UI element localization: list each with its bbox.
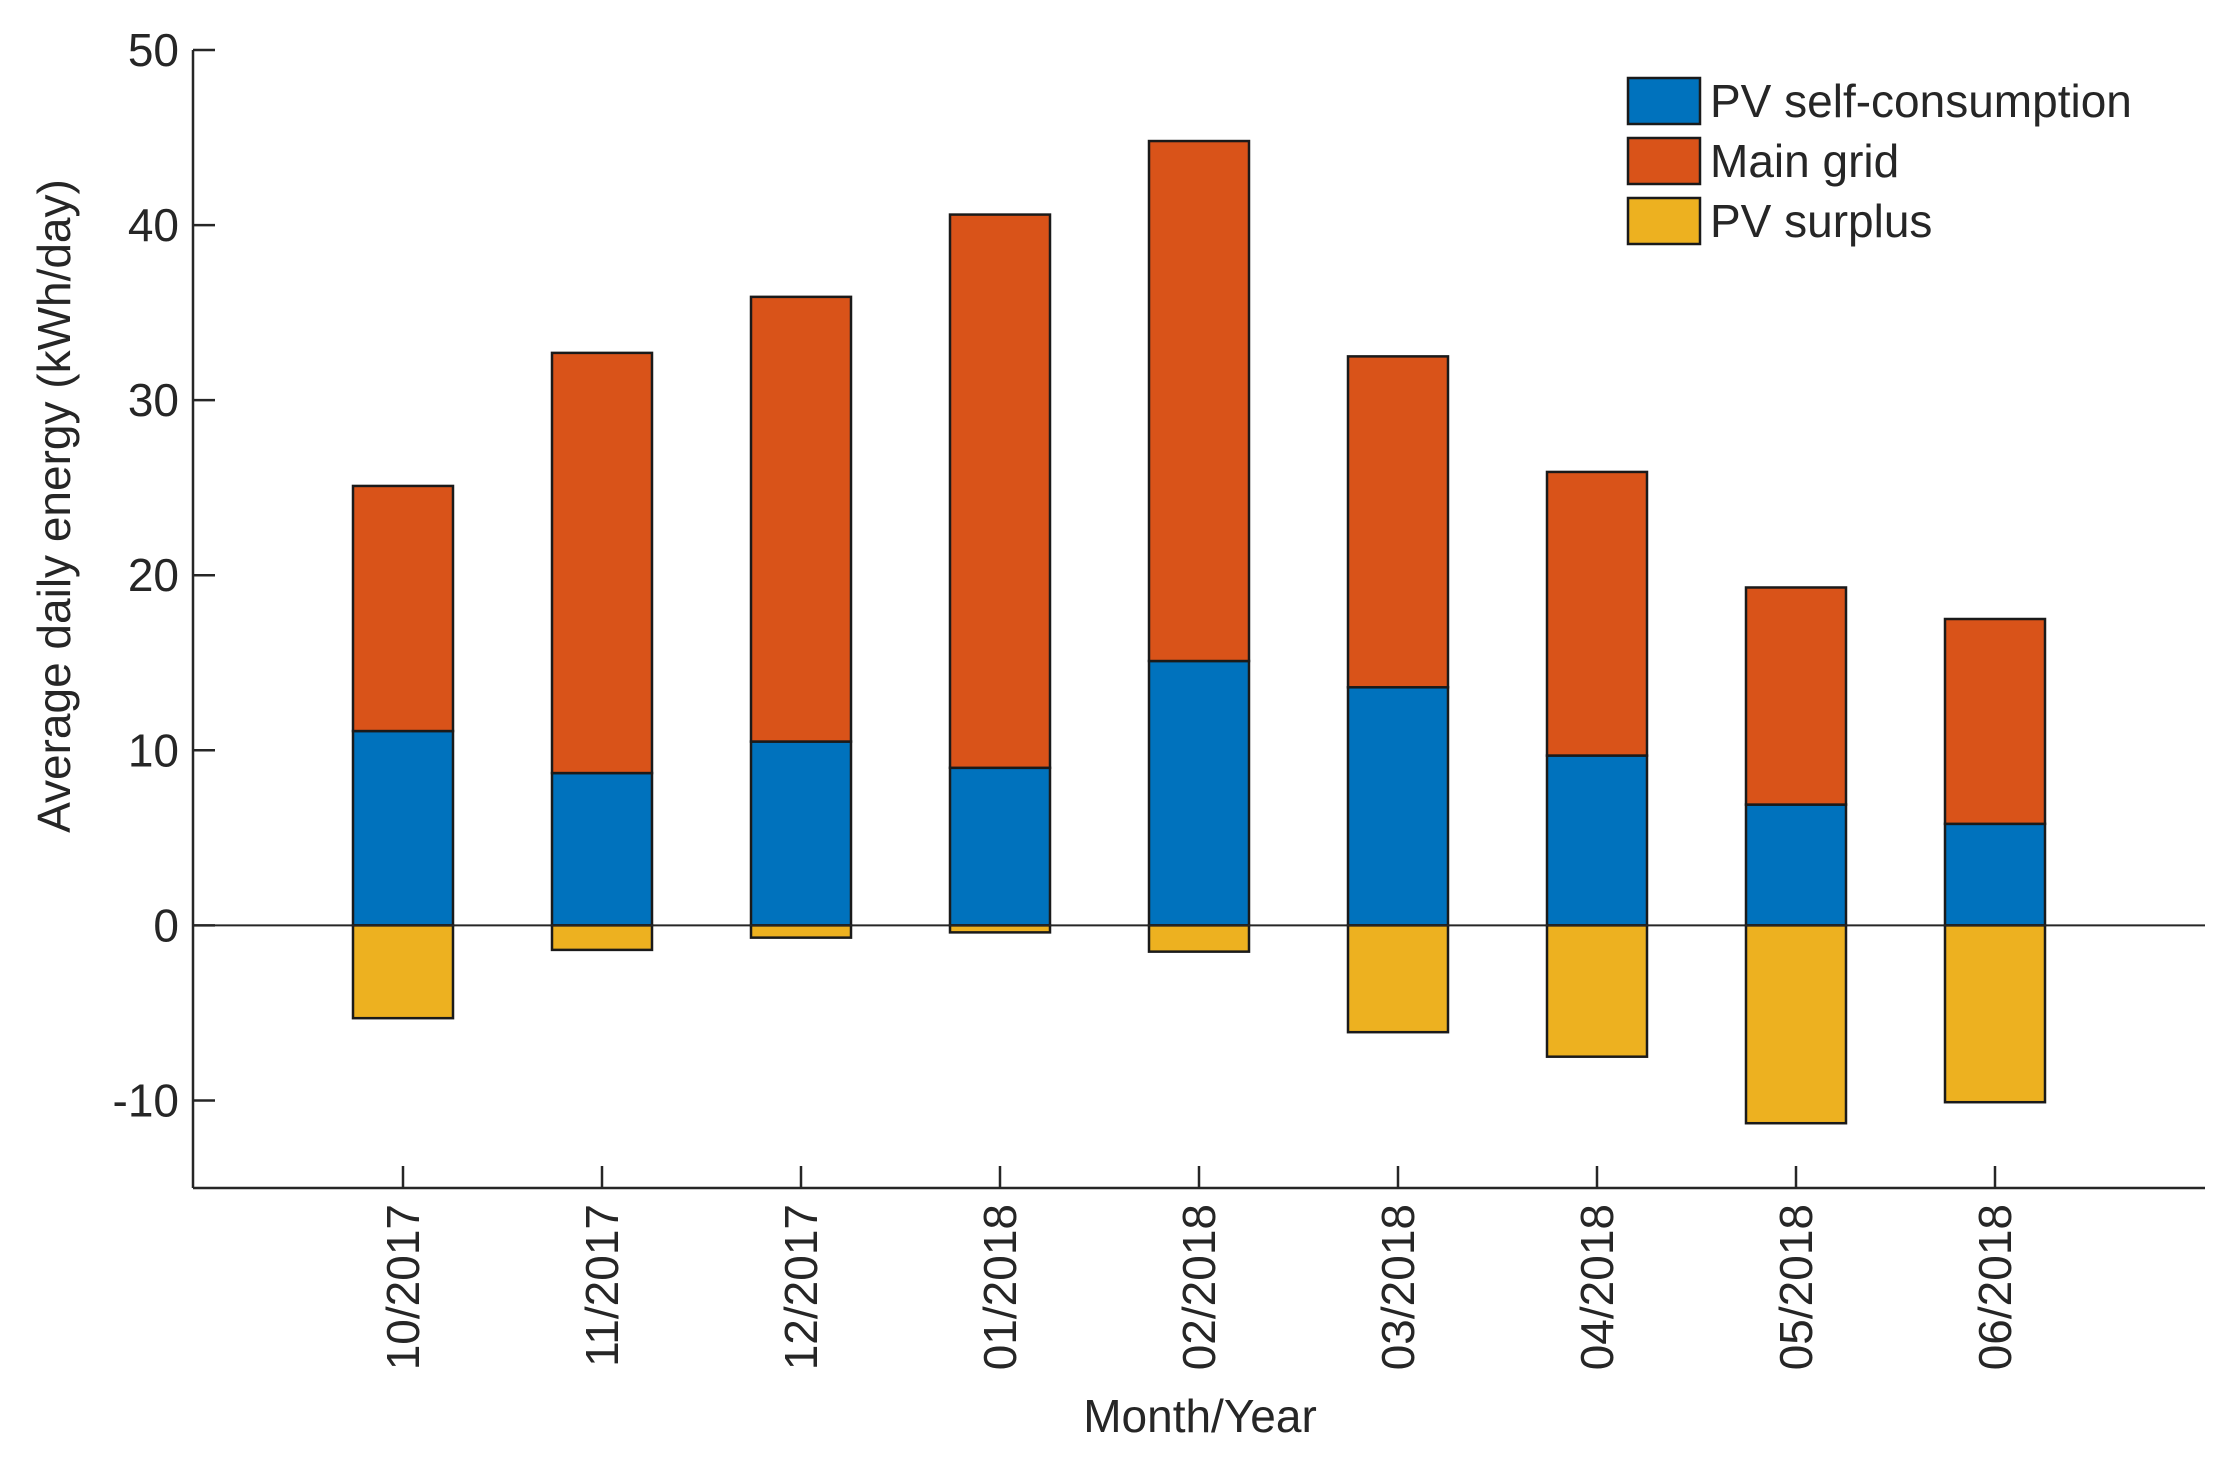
x-tick-label: 01/2018: [974, 1204, 1026, 1370]
bar-pv-surplus-02-2018: [1147, 924, 1251, 953]
bar-pv-surplus-01-2018: [948, 924, 1052, 934]
legend-label-pv-surplus: PV surplus: [1710, 195, 1932, 247]
bar-pv-self-consumption-03-2018: [1346, 686, 1450, 927]
bar-pv-self-consumption-12-2017: [749, 740, 853, 927]
x-tick-label: 05/2018: [1770, 1204, 1822, 1370]
bar-pv-self-consumption-11-2017: [550, 771, 654, 927]
bar-pv-surplus-12-2017: [749, 924, 853, 939]
x-tick-label: 10/2017: [377, 1204, 429, 1370]
y-ticks-group: -10 0 10 20 30 40 50: [113, 24, 215, 1126]
legend-label-pv-self-consumption: PV self-consumption: [1710, 75, 2132, 127]
x-tick-label: 11/2017: [576, 1204, 628, 1367]
y-tick-label: -10: [113, 1074, 179, 1126]
bar-pv-self-consumption-05-2018: [1744, 803, 1848, 927]
bar-pv-surplus-03-2018: [1346, 924, 1450, 1034]
legend: PV self-consumption Main grid PV surplus: [1626, 75, 2132, 247]
x-tick-label: 02/2018: [1173, 1204, 1225, 1370]
bar-pv-self-consumption-04-2018: [1545, 754, 1649, 927]
bar-pv-surplus-04-2018: [1545, 924, 1649, 1058]
y-tick-label: 20: [128, 549, 179, 601]
bar-pv-surplus-11-2017: [550, 924, 654, 952]
bar-main-grid-11-2017: [550, 351, 654, 775]
x-tick-label: 04/2018: [1571, 1204, 1623, 1370]
bar-pv-self-consumption-01-2018: [948, 766, 1052, 927]
bar-main-grid-01-2018: [948, 213, 1052, 770]
legend-swatch-pv-surplus: [1626, 196, 1702, 246]
bar-pv-self-consumption-06-2018: [1943, 822, 2047, 927]
bar-main-grid-06-2018: [1943, 617, 2047, 826]
bar-pv-surplus-10-2017: [351, 924, 455, 1020]
bar-main-grid-04-2018: [1545, 470, 1649, 757]
y-tick-label: 0: [153, 899, 179, 951]
y-tick-label: 50: [128, 24, 179, 76]
bar-pv-self-consumption-02-2018: [1147, 659, 1251, 927]
y-tick-label: 40: [128, 199, 179, 251]
bar-pv-self-consumption-10-2017: [351, 729, 455, 927]
bar-main-grid-03-2018: [1346, 355, 1450, 689]
legend-swatch-pv-self-consumption: [1626, 76, 1702, 126]
bar-main-grid-12-2017: [749, 295, 853, 743]
bars-group: [351, 139, 2047, 1125]
bar-main-grid-05-2018: [1744, 586, 1848, 806]
legend-swatch-main-grid: [1626, 136, 1702, 186]
x-axis-title: Month/Year: [1083, 1390, 1317, 1442]
legend-label-main-grid: Main grid: [1710, 135, 1899, 187]
y-axis-title: Average daily energy (kWh/day): [28, 179, 80, 833]
x-tick-label: 12/2017: [775, 1204, 827, 1370]
bar-pv-surplus-06-2018: [1943, 924, 2047, 1104]
bar-pv-surplus-05-2018: [1744, 924, 1848, 1125]
x-ticks-group: 10/2017 11/2017 12/2017 01/2018 02/2018 03/20…: [377, 1166, 2021, 1370]
y-tick-label: 30: [128, 374, 179, 426]
bar-main-grid-10-2017: [351, 484, 455, 733]
x-tick-label: 06/2018: [1969, 1204, 2021, 1370]
x-tick-label: 03/2018: [1372, 1204, 1424, 1370]
bar-main-grid-02-2018: [1147, 139, 1251, 663]
y-tick-label: 10: [128, 724, 179, 776]
